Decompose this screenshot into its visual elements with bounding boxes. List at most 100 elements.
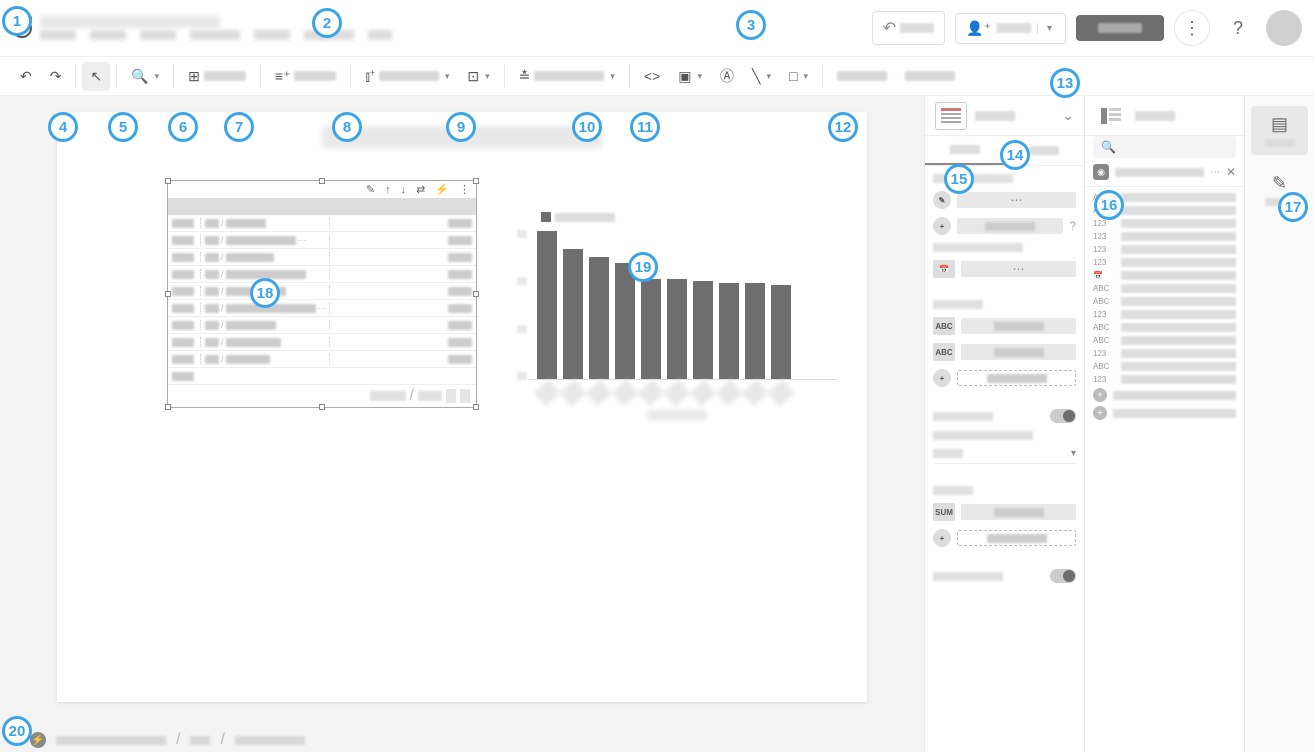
report-canvas[interactable]: ✎ ↑ ↓ ⇄ ⚡ ⋮ //⋯////⋯/// / xyxy=(57,112,867,702)
add-field-button[interactable]: + xyxy=(1093,406,1236,420)
chevron-down-icon[interactable]: ▾ xyxy=(1037,23,1055,34)
toggle[interactable] xyxy=(1050,409,1076,423)
table-row[interactable]: /⋯ xyxy=(168,300,476,317)
table-row[interactable] xyxy=(168,368,476,385)
close-icon[interactable]: ✕ xyxy=(1226,165,1236,179)
property-row[interactable]: + xyxy=(933,529,1076,547)
toolbar-button[interactable]: ⫾⁺▾ xyxy=(357,62,457,91)
dropdown[interactable]: ▾ xyxy=(933,448,1076,464)
arrow-up-icon[interactable]: ↑ xyxy=(385,184,391,196)
document-title[interactable] xyxy=(40,16,220,28)
menu-item[interactable] xyxy=(368,30,392,40)
toggle[interactable] xyxy=(1050,569,1076,583)
toolbar-button[interactable] xyxy=(897,65,963,87)
bolt-icon[interactable]: ⚡ xyxy=(30,732,46,748)
chevron-down-icon[interactable]: ⌄ xyxy=(1062,107,1074,124)
share-button[interactable]: 👤⁺ ▾ xyxy=(955,13,1066,44)
field-slot[interactable] xyxy=(961,504,1076,520)
property-row[interactable]: +? xyxy=(933,217,1076,235)
tab-setup[interactable] xyxy=(925,136,1005,165)
toolbar-button[interactable]: ↶ xyxy=(12,62,40,91)
menu-item[interactable] xyxy=(140,30,176,40)
property-row[interactable]: ✎⋯ xyxy=(933,191,1076,209)
field-item[interactable]: ABC xyxy=(1093,284,1236,293)
data-source-row[interactable]: ◉ ⋯ ✕ xyxy=(1085,158,1244,187)
field-item[interactable]: ABC xyxy=(1093,297,1236,306)
toolbar-button[interactable]: ▣▾ xyxy=(670,62,710,91)
field-slot[interactable] xyxy=(957,218,1063,234)
property-row[interactable]: + xyxy=(933,369,1076,387)
table-row[interactable]: / xyxy=(168,317,476,334)
toolbar-button[interactable]: 🔍▾ xyxy=(123,62,167,91)
toolbar-button[interactable]: □▾ xyxy=(781,62,816,90)
toolbar-button[interactable]: ⊞ xyxy=(180,62,254,91)
field-item[interactable]: 123 xyxy=(1093,375,1236,384)
sliders-icon[interactable]: ⇄ xyxy=(416,183,425,196)
bolt-icon[interactable]: ⚡ xyxy=(435,183,449,196)
resize-handle[interactable] xyxy=(473,291,479,297)
toolbar-button[interactable]: ↖ xyxy=(82,62,110,91)
property-row[interactable]: ABC xyxy=(933,343,1076,361)
menu-item[interactable] xyxy=(190,30,240,40)
resize-handle[interactable] xyxy=(473,404,479,410)
field-slot[interactable] xyxy=(961,318,1076,334)
toolbar-button[interactable] xyxy=(829,65,895,87)
property-row[interactable]: 📅⋯ xyxy=(933,260,1076,278)
field-item[interactable]: 123 xyxy=(1093,219,1236,228)
field-slot[interactable]: ⋯ xyxy=(957,192,1076,208)
field-item[interactable]: ABC xyxy=(1093,362,1236,371)
resize-handle[interactable] xyxy=(319,178,325,184)
avatar[interactable] xyxy=(1266,10,1302,46)
undo-button[interactable]: ↶ xyxy=(872,11,945,45)
help-button[interactable]: ? xyxy=(1220,10,1256,46)
prev-page-button[interactable] xyxy=(446,389,456,403)
panel-header[interactable]: ⌄ xyxy=(925,96,1084,136)
field-slot[interactable] xyxy=(961,344,1076,360)
rail-data[interactable]: ▤ xyxy=(1251,106,1308,155)
resize-handle[interactable] xyxy=(165,404,171,410)
more-icon[interactable]: ⋯ xyxy=(1210,167,1220,178)
menu-item[interactable] xyxy=(90,30,126,40)
more-button[interactable]: ⋮ xyxy=(1174,10,1210,46)
field-item[interactable]: 📅 xyxy=(1093,271,1236,280)
field-item[interactable]: 123 xyxy=(1093,232,1236,241)
arrow-down-icon[interactable]: ↓ xyxy=(401,184,407,196)
menu-item[interactable] xyxy=(254,30,290,40)
toolbar-button[interactable]: ╲▾ xyxy=(744,62,779,91)
resize-handle[interactable] xyxy=(319,404,325,410)
field-item[interactable]: 123 xyxy=(1093,310,1236,319)
next-page-button[interactable] xyxy=(460,389,470,403)
menu-item[interactable] xyxy=(40,30,76,40)
table-row[interactable]: / xyxy=(168,249,476,266)
table-row[interactable]: / xyxy=(168,351,476,368)
field-slot[interactable] xyxy=(957,370,1076,386)
field-item[interactable]: 123 xyxy=(1093,349,1236,358)
table-row[interactable]: / xyxy=(168,283,476,300)
table-component[interactable]: ✎ ↑ ↓ ⇄ ⚡ ⋮ //⋯////⋯/// / xyxy=(167,180,477,408)
more-vert-icon[interactable]: ⋮ xyxy=(459,183,470,196)
field-slot[interactable]: ⋯ xyxy=(961,261,1076,277)
help-icon[interactable]: ? xyxy=(1069,219,1076,233)
edit-icon[interactable]: ✎ xyxy=(366,183,375,196)
toolbar-button[interactable]: ⊡▾ xyxy=(459,62,497,91)
resize-handle[interactable] xyxy=(165,178,171,184)
field-item[interactable]: 123 xyxy=(1093,245,1236,254)
toolbar-button[interactable]: ≛▾ xyxy=(511,62,623,91)
view-button[interactable] xyxy=(1076,15,1164,41)
resize-handle[interactable] xyxy=(473,178,479,184)
table-row[interactable]: / xyxy=(168,215,476,232)
toolbar-button[interactable]: Ⓐ xyxy=(712,60,742,92)
table-row[interactable]: /⋯ xyxy=(168,232,476,249)
property-row[interactable]: SUM xyxy=(933,503,1076,521)
toolbar-button[interactable]: ≡⁺ xyxy=(267,62,345,91)
toolbar-button[interactable]: <> xyxy=(636,62,668,90)
bar-chart-component[interactable] xyxy=(517,212,837,420)
field-item[interactable]: ABC xyxy=(1093,323,1236,332)
toolbar-button[interactable]: ↷ xyxy=(42,62,70,91)
field-slot[interactable] xyxy=(957,530,1076,546)
field-item[interactable]: ABC xyxy=(1093,336,1236,345)
field-item[interactable]: 123 xyxy=(1093,258,1236,267)
property-row[interactable]: ABC xyxy=(933,317,1076,335)
table-row[interactable]: / xyxy=(168,266,476,283)
resize-handle[interactable] xyxy=(165,291,171,297)
